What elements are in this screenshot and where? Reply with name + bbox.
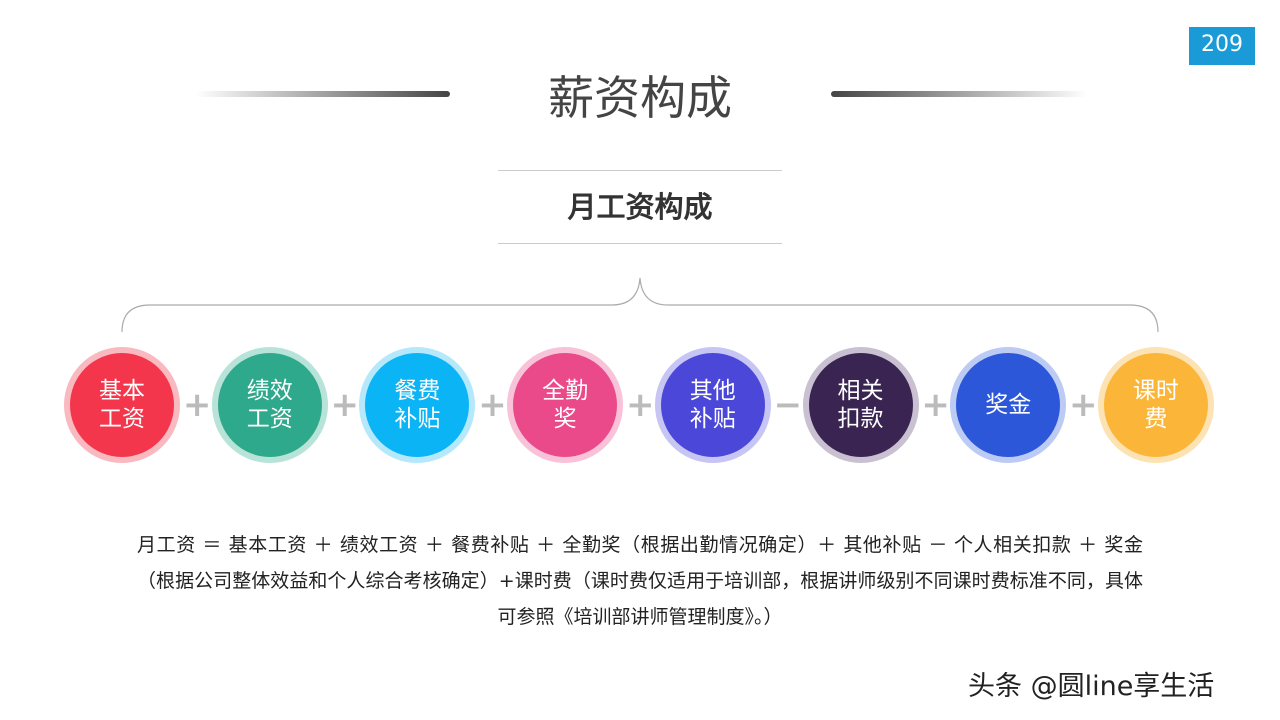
title-decor-left	[196, 91, 450, 97]
title-decor-right	[831, 91, 1087, 97]
component-circle: 奖金	[956, 353, 1061, 457]
plus-icon: +	[625, 385, 655, 425]
component-circle: 绩效 工资	[217, 353, 322, 457]
plus-icon: +	[478, 385, 507, 425]
component-circle: 基本 工资	[70, 353, 174, 457]
component-circle: 全勤 奖	[513, 353, 618, 457]
component-circle: 课时 费	[1103, 353, 1208, 457]
component-circle: 餐费 补贴	[365, 353, 470, 457]
plus-icon: +	[921, 385, 950, 425]
page-number: 209	[1189, 27, 1255, 65]
formula-description: 月工资 ＝ 基本工资 ＋ 绩效工资 ＋ 餐费补贴 ＋ 全勤奖（根据出勤情况确定）…	[137, 534, 1143, 628]
component-circle: 其他 补贴	[660, 353, 765, 457]
minus-icon: −	[773, 385, 803, 425]
component-circle: 相关 扣款	[808, 353, 913, 457]
plus-icon: +	[330, 385, 360, 425]
page-title: 薪资构成	[548, 71, 732, 125]
section-subtitle: 月工资构成	[498, 170, 782, 244]
plus-icon: +	[182, 385, 212, 425]
watermark: 头条 @圆line享生活	[968, 671, 1215, 702]
plus-icon: +	[1069, 385, 1098, 425]
